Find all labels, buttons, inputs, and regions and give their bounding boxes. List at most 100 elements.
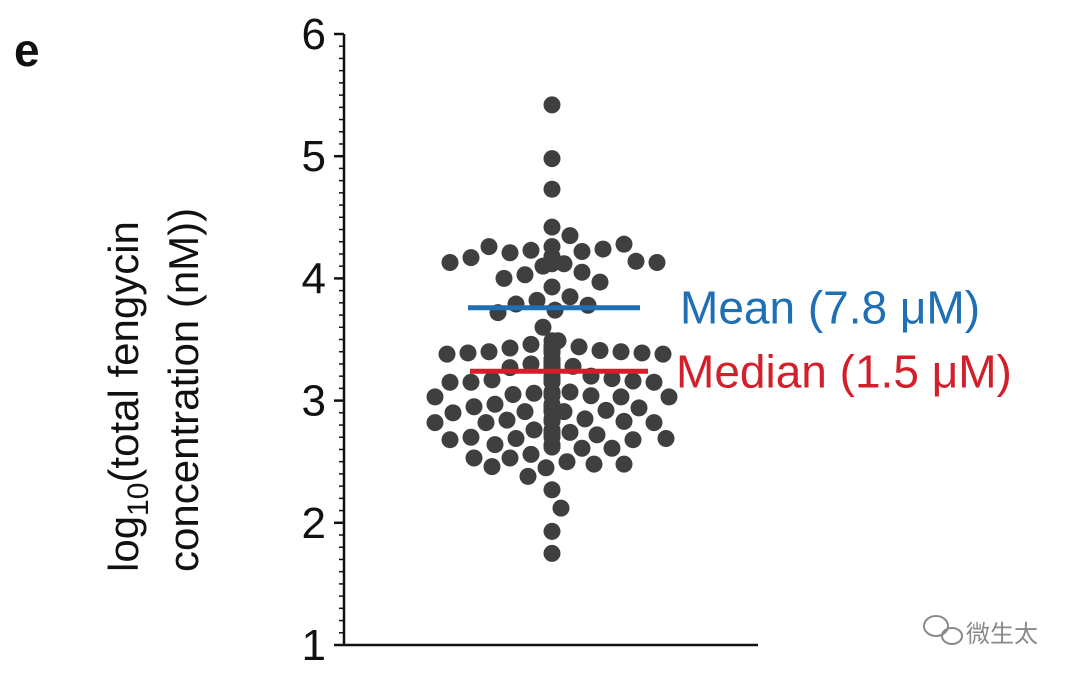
data-point	[648, 254, 666, 272]
watermark-text: 微生太	[966, 621, 1038, 648]
data-point	[630, 399, 648, 417]
data-point	[543, 180, 561, 198]
data-point	[543, 544, 561, 562]
data-point	[588, 426, 606, 444]
mean-label: Mean (7.8 μM)	[680, 282, 980, 334]
data-point	[522, 445, 540, 463]
data-point	[522, 241, 540, 259]
data-point	[645, 373, 663, 391]
data-point	[552, 499, 570, 517]
data-point	[543, 218, 561, 236]
y-tick-label: 6	[302, 10, 326, 59]
data-point	[570, 338, 588, 356]
data-point	[645, 414, 663, 432]
data-point	[480, 343, 498, 361]
median-label: Median (1.5 μM)	[676, 345, 1012, 397]
data-point	[426, 388, 444, 406]
data-point	[504, 385, 522, 403]
data-point	[615, 455, 633, 473]
data-point	[612, 343, 630, 361]
data-point	[615, 412, 633, 430]
y-axis: 1 2 3 4 5 6	[302, 10, 346, 670]
watermark: 微生太	[923, 615, 1038, 648]
data-point	[654, 345, 672, 363]
data-point	[486, 436, 504, 454]
data-point	[480, 238, 498, 256]
data-point	[516, 403, 534, 421]
data-point	[537, 459, 555, 477]
data-point	[483, 458, 501, 476]
data-point	[462, 428, 480, 446]
y-axis-label-log: log	[100, 516, 147, 572]
data-point	[597, 401, 615, 419]
data-point	[483, 371, 501, 389]
data-point	[438, 345, 456, 363]
data-point	[507, 429, 525, 447]
data-point	[576, 410, 594, 428]
data-point	[561, 227, 579, 245]
data-point	[558, 453, 576, 471]
data-point	[444, 404, 462, 422]
data-point	[603, 439, 621, 457]
y-tick-label: 1	[302, 621, 326, 670]
data-point	[498, 411, 516, 429]
data-point	[465, 449, 483, 467]
data-point	[543, 96, 561, 114]
data-point	[543, 481, 561, 499]
y-axis-label: log10(total fengycin	[100, 221, 155, 572]
data-point	[543, 332, 561, 350]
data-point	[501, 244, 519, 262]
data-point	[543, 522, 561, 540]
data-point	[441, 373, 459, 391]
data-point	[462, 373, 480, 391]
data-point	[528, 291, 546, 309]
data-point	[486, 395, 504, 413]
data-point	[591, 341, 609, 359]
y-axis-label-subscript: 10	[122, 483, 155, 516]
data-point	[660, 388, 678, 406]
y-axis-label-line2: concentration (nM))	[160, 208, 207, 572]
data-point	[624, 431, 642, 449]
data-point	[525, 384, 543, 402]
data-point	[561, 288, 579, 306]
data-point	[501, 449, 519, 467]
data-point	[582, 387, 600, 405]
data-point	[543, 383, 561, 401]
data-point	[465, 398, 483, 416]
data-point	[543, 150, 561, 168]
data-point	[543, 350, 561, 368]
data-point	[543, 255, 561, 273]
data-point	[591, 273, 609, 291]
data-point	[543, 278, 561, 296]
y-tick-label: 2	[302, 499, 326, 548]
data-point	[612, 388, 630, 406]
wechat-icon	[923, 615, 963, 645]
data-point	[657, 429, 675, 447]
data-point	[543, 436, 561, 454]
data-point	[633, 344, 651, 362]
data-point	[624, 372, 642, 390]
data-point	[573, 263, 591, 281]
data-point	[501, 339, 519, 357]
data-point	[585, 455, 603, 473]
data-point	[426, 414, 444, 432]
y-tick-label: 4	[302, 254, 326, 303]
y-axis-label-line1: (total fengycin	[100, 221, 147, 482]
data-point	[561, 383, 579, 401]
data-point	[462, 249, 480, 267]
data-point	[525, 421, 543, 439]
data-point	[522, 355, 540, 373]
data-point	[594, 240, 612, 258]
y-tick-label: 3	[302, 377, 326, 426]
y-tick-label: 5	[302, 132, 326, 181]
data-point	[543, 395, 561, 413]
data-point	[495, 269, 513, 287]
panel-label: e	[14, 24, 40, 76]
data-point	[459, 344, 477, 362]
data-point	[477, 414, 495, 432]
data-point	[561, 423, 579, 441]
data-point	[603, 370, 621, 388]
data-point	[573, 243, 591, 261]
data-point	[627, 252, 645, 270]
